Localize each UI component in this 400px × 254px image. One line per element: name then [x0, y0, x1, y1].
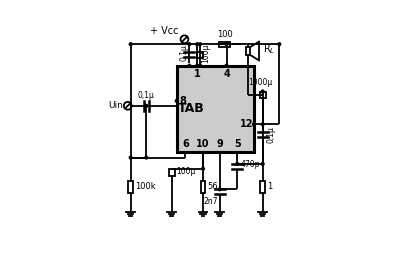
Text: 0,1µ: 0,1µ: [138, 91, 155, 100]
Text: 56: 56: [207, 182, 218, 192]
Bar: [197, 52, 203, 58]
Text: 12: 12: [240, 119, 253, 129]
Text: 1: 1: [194, 70, 200, 80]
Text: 100µ: 100µ: [201, 43, 210, 63]
Circle shape: [129, 43, 132, 45]
Circle shape: [145, 156, 148, 159]
Text: TAB: TAB: [178, 102, 205, 115]
Text: 5: 5: [234, 139, 241, 149]
Circle shape: [261, 123, 264, 126]
Circle shape: [218, 188, 221, 191]
Circle shape: [124, 102, 132, 110]
Text: 1: 1: [267, 182, 272, 192]
Text: 0,1µ: 0,1µ: [179, 44, 188, 61]
Circle shape: [225, 43, 228, 45]
Circle shape: [188, 64, 191, 67]
Circle shape: [180, 35, 188, 43]
Text: 100k: 100k: [136, 182, 156, 192]
Circle shape: [196, 64, 198, 67]
Text: 470p: 470p: [240, 160, 260, 169]
Text: 0,1µ: 0,1µ: [267, 126, 276, 142]
Circle shape: [225, 64, 228, 67]
Text: 100µ: 100µ: [177, 167, 196, 176]
Circle shape: [175, 100, 178, 102]
Bar: [260, 181, 265, 193]
Circle shape: [278, 43, 281, 45]
Text: R$_L$: R$_L$: [263, 42, 275, 56]
Circle shape: [188, 43, 191, 45]
Circle shape: [196, 43, 198, 45]
Text: 8: 8: [180, 96, 186, 106]
Circle shape: [202, 167, 204, 170]
Circle shape: [145, 104, 148, 107]
Text: Uin: Uin: [108, 101, 123, 110]
Text: 100: 100: [217, 30, 232, 39]
Text: 10: 10: [196, 139, 210, 149]
Text: 2n7: 2n7: [203, 197, 218, 206]
Text: 9: 9: [216, 139, 223, 149]
Bar: [169, 169, 175, 176]
Bar: [246, 47, 250, 55]
Circle shape: [129, 156, 132, 159]
Circle shape: [236, 163, 239, 165]
Text: 1000µ: 1000µ: [249, 78, 273, 87]
Text: 6: 6: [182, 139, 189, 149]
Bar: [177, 66, 254, 152]
Text: + Vcc: + Vcc: [150, 26, 178, 36]
Circle shape: [199, 64, 202, 67]
Bar: [200, 181, 206, 193]
Circle shape: [261, 90, 264, 93]
Bar: [219, 42, 230, 47]
Circle shape: [252, 123, 255, 126]
Bar: [260, 92, 266, 99]
Bar: [128, 181, 133, 193]
Text: 4: 4: [223, 70, 230, 80]
Circle shape: [261, 163, 264, 165]
Circle shape: [199, 43, 202, 45]
